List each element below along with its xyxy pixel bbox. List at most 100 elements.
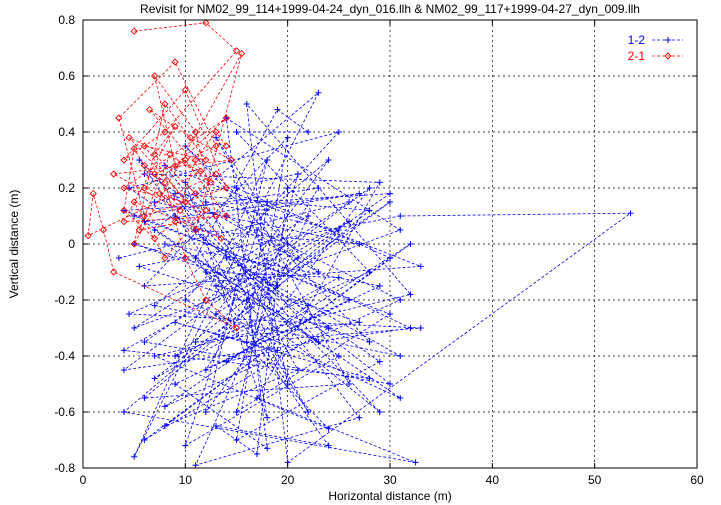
- data-point: [284, 185, 291, 191]
- legend-marker: [664, 52, 672, 60]
- data-point: [99, 226, 108, 234]
- data-point: [89, 189, 97, 198]
- y-tick-label: -0.2: [54, 293, 75, 307]
- data-point: [233, 437, 240, 443]
- data-point: [294, 255, 301, 261]
- data-point: [151, 302, 158, 309]
- data-point: [156, 189, 164, 198]
- data-point: [181, 254, 189, 262]
- data-point: [335, 274, 342, 281]
- data-point: [140, 142, 149, 150]
- data-point: [243, 339, 250, 345]
- data-point: [171, 122, 179, 131]
- grid: [83, 20, 697, 468]
- data-point: [182, 297, 189, 303]
- data-point: [161, 178, 169, 187]
- data-point: [356, 190, 363, 197]
- data-point: [131, 241, 138, 247]
- data-point: [125, 133, 133, 142]
- data-point: [366, 269, 373, 275]
- legend-marker: [665, 37, 671, 43]
- data-point: [161, 403, 168, 410]
- data-point: [126, 311, 133, 317]
- data-point: [161, 423, 168, 429]
- data-point: [120, 409, 127, 415]
- data-point: [305, 213, 312, 219]
- data-point: [335, 129, 342, 135]
- data-point: [346, 199, 353, 205]
- data-point: [264, 445, 271, 452]
- data-point: [407, 241, 414, 247]
- data-point: [274, 106, 281, 113]
- data-point: [397, 213, 404, 219]
- data-point: [84, 231, 92, 240]
- data-point: [387, 255, 393, 261]
- data-point: [176, 206, 184, 215]
- data-point: [161, 254, 169, 262]
- data-point: [141, 437, 148, 443]
- data-point: [305, 302, 312, 309]
- data-point: [264, 199, 271, 205]
- data-point: [387, 311, 393, 317]
- x-tick-label: 30: [383, 473, 397, 487]
- data-point: [130, 198, 138, 206]
- x-axis-label: Horizontal distance (m): [328, 489, 451, 503]
- data-point: [397, 297, 404, 303]
- y-tick-label: 0: [68, 237, 75, 251]
- x-tick-label: 0: [80, 473, 87, 487]
- y-axis-ticks: -0.8 -0.6 -0.4 -0.2 0 0.2 0.4 0.6 0.8: [54, 13, 697, 475]
- data-point: [151, 199, 158, 205]
- series-layer: [84, 19, 634, 469]
- data-point: [136, 263, 143, 270]
- data-point: [366, 375, 373, 382]
- data-point: [181, 156, 189, 164]
- data-point: [182, 442, 189, 449]
- data-point: [191, 128, 200, 136]
- data-point: [212, 128, 220, 136]
- x-tick-label: 40: [486, 473, 500, 487]
- data-point: [191, 189, 200, 198]
- data-point: [387, 199, 393, 205]
- data-point: [140, 212, 149, 220]
- data-point: [305, 409, 312, 415]
- x-tick-label: 50: [588, 473, 602, 487]
- data-point: [366, 339, 373, 345]
- data-point: [346, 297, 353, 303]
- data-point: [141, 395, 148, 401]
- data-point: [120, 217, 128, 226]
- chart-title: Revisit for NM02_99_114+1999-04-24_dyn_0…: [140, 2, 640, 16]
- data-point: [417, 263, 424, 270]
- data-point: [150, 150, 159, 159]
- data-point: [110, 268, 118, 276]
- data-point: [274, 283, 281, 289]
- data-point: [186, 133, 195, 142]
- data-point: [213, 423, 220, 429]
- data-point: [202, 199, 209, 205]
- y-tick-label: 0.2: [58, 181, 75, 195]
- data-point: [233, 129, 240, 135]
- data-point: [376, 358, 383, 365]
- data-point: [131, 325, 138, 331]
- data-point: [237, 49, 246, 58]
- data-point: [130, 27, 138, 35]
- data-point: [376, 179, 383, 186]
- x-tick-label: 20: [281, 473, 295, 487]
- data-point: [284, 381, 291, 387]
- data-point: [366, 207, 373, 214]
- legend: 1-22-1: [628, 33, 683, 63]
- data-point: [356, 241, 363, 247]
- data-point: [243, 101, 250, 107]
- data-point: [140, 161, 149, 170]
- data-point: [202, 409, 209, 415]
- data-point: [150, 72, 159, 80]
- y-axis-label: Vertical distance (m): [7, 190, 21, 299]
- data-point: [356, 319, 363, 326]
- data-point: [346, 218, 353, 225]
- data-point: [202, 367, 209, 373]
- data-point: [182, 179, 189, 186]
- data-point: [202, 206, 210, 215]
- data-point: [150, 234, 159, 243]
- data-point: [171, 217, 179, 226]
- y-tick-label: -0.6: [54, 405, 75, 419]
